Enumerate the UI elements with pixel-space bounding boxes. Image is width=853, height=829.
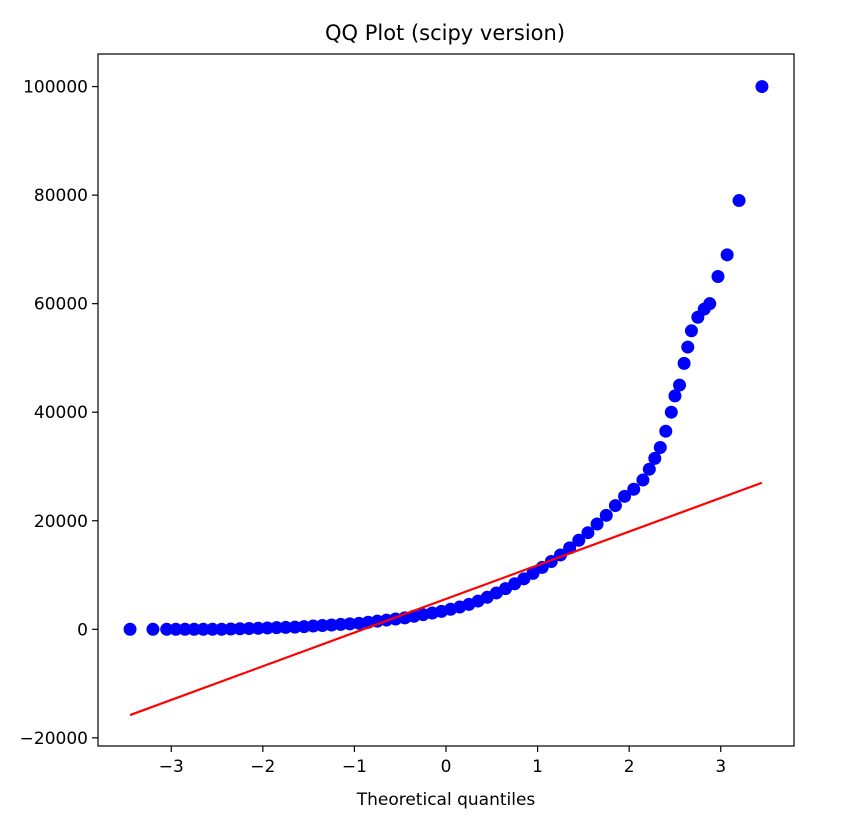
data-point	[599, 508, 613, 522]
y-axis: −20000 0 20000 40000 60000 80000 100000	[20, 78, 98, 749]
data-point	[677, 356, 691, 370]
data-point	[711, 270, 725, 284]
x-axis-label: Theoretical quantiles	[356, 790, 536, 810]
data-point	[279, 620, 293, 634]
data-point	[260, 621, 274, 635]
data-point	[668, 389, 682, 403]
fit-line	[129, 481, 763, 717]
x-tick-label: −1	[342, 757, 367, 777]
data-point	[590, 517, 604, 531]
data-point	[572, 533, 586, 547]
data-point	[618, 489, 632, 503]
y-tick-label: 40000	[34, 403, 88, 423]
data-point	[627, 482, 641, 496]
data-point	[224, 622, 238, 636]
data-point	[608, 499, 622, 513]
y-tick-label: 100000	[23, 78, 88, 98]
data-point	[270, 621, 284, 635]
data-point	[526, 566, 540, 580]
data-point	[755, 80, 769, 94]
data-point	[187, 622, 201, 636]
x-tick-label: −2	[250, 757, 275, 777]
data-point	[146, 622, 160, 636]
data-point	[659, 424, 673, 438]
data-point	[123, 622, 137, 636]
data-point	[732, 194, 746, 208]
data-point	[642, 462, 656, 476]
axes-frame	[97, 53, 795, 747]
x-tick-label: 3	[715, 757, 726, 777]
data-point	[160, 622, 174, 636]
data-point	[681, 340, 695, 354]
data-point	[581, 526, 595, 540]
y-tick-label: 80000	[34, 186, 88, 206]
y-tick-label: 0	[77, 620, 88, 640]
data-marks	[123, 80, 769, 717]
data-point	[178, 622, 192, 636]
chart-title: QQ Plot (scipy version)	[325, 21, 565, 45]
data-point	[205, 622, 219, 636]
data-point	[169, 622, 183, 636]
data-point	[215, 622, 229, 636]
y-tick-label: −20000	[20, 729, 88, 749]
data-point	[196, 622, 210, 636]
data-point	[251, 621, 265, 635]
y-tick-label: 60000	[34, 295, 88, 315]
x-tick-label: 0	[441, 757, 452, 777]
data-point	[684, 324, 698, 338]
x-tick-label: −3	[159, 757, 184, 777]
x-axis: −3 −2 −1 0 1 2 3	[159, 746, 726, 777]
data-point	[720, 248, 734, 262]
data-point	[653, 440, 667, 454]
data-point	[664, 405, 678, 419]
y-tick-label: 20000	[34, 512, 88, 532]
x-tick-label: 2	[624, 757, 635, 777]
data-point	[233, 622, 247, 636]
x-tick-label: 1	[532, 757, 543, 777]
data-point	[703, 297, 717, 311]
data-point	[242, 621, 256, 635]
data-point	[673, 378, 687, 392]
data-point	[648, 451, 662, 465]
data-point	[636, 473, 650, 487]
